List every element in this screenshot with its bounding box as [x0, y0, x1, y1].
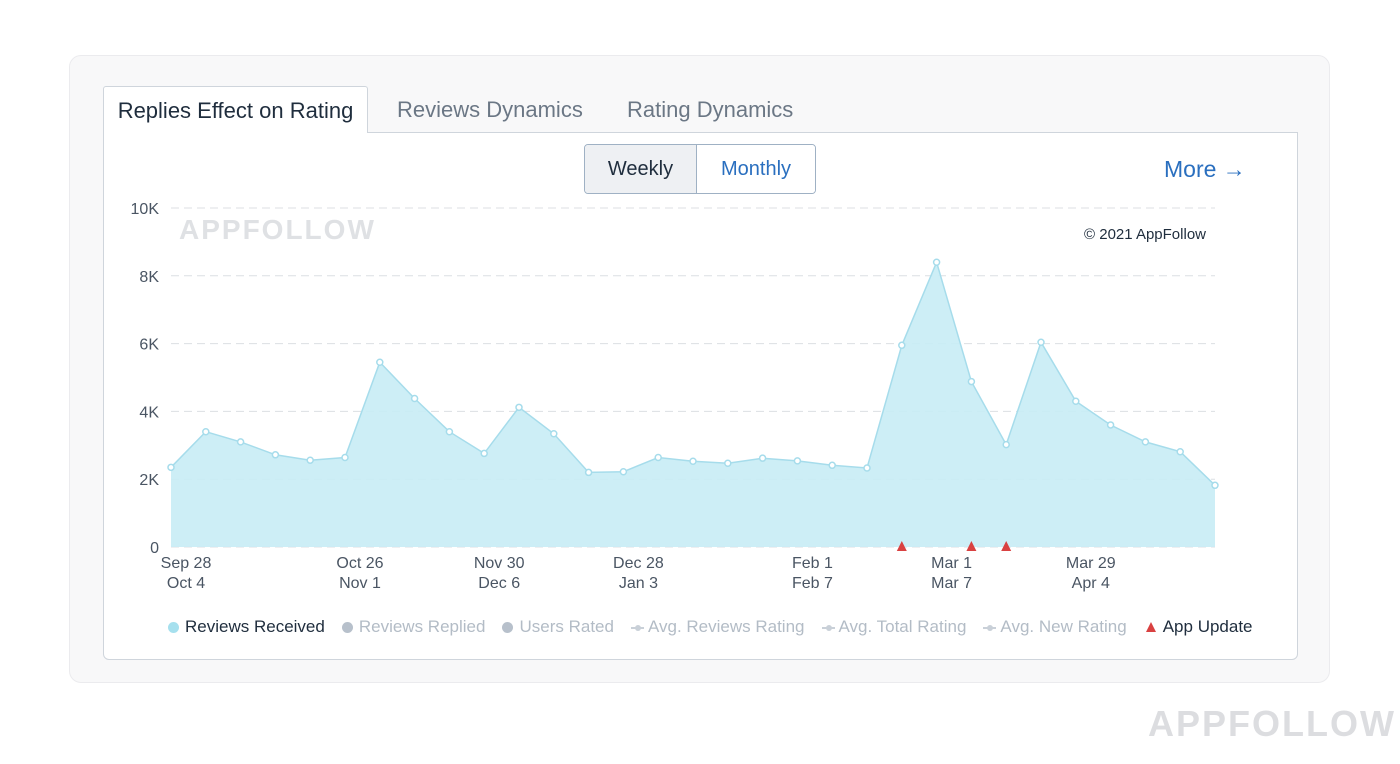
- chart-panel: [103, 132, 1298, 660]
- page-watermark: APPFOLLOW: [1148, 703, 1396, 744]
- legend-label: Avg. Reviews Rating: [647, 617, 805, 636]
- legend-line-icon: [821, 622, 835, 633]
- legend-dot-icon: [502, 621, 514, 633]
- tab-replies-effect-on-rating[interactable]: Replies Effect on Rating: [103, 86, 368, 133]
- legend-item[interactable]: Avg. New Rating: [983, 617, 1127, 637]
- period-toggle: Weekly Monthly: [584, 144, 816, 194]
- legend-item[interactable]: Reviews Received: [168, 617, 325, 637]
- tab-rating-dynamics[interactable]: Rating Dynamics: [627, 97, 794, 122]
- legend-line-icon: [983, 622, 997, 633]
- monthly-button[interactable]: Monthly: [697, 145, 815, 193]
- legend-label: Users Rated: [519, 617, 614, 636]
- legend-triangle-icon: [1145, 622, 1156, 632]
- legend-label: Reviews Received: [185, 617, 325, 636]
- legend-label: App Update: [1162, 617, 1253, 636]
- more-link[interactable]: More →: [1164, 156, 1246, 182]
- weekly-button[interactable]: Weekly: [585, 145, 697, 193]
- legend-label: Avg. Total Rating: [838, 617, 967, 636]
- legend-item[interactable]: Avg. Total Rating: [821, 617, 967, 637]
- legend-item[interactable]: App Update: [1144, 617, 1253, 637]
- legend-item[interactable]: Avg. Reviews Rating: [630, 617, 805, 637]
- legend-line-icon: [630, 622, 644, 633]
- legend-dot-icon: [168, 621, 179, 633]
- tab-reviews-dynamics[interactable]: Reviews Dynamics: [397, 97, 583, 122]
- legend-item[interactable]: Users Rated: [502, 617, 614, 637]
- legend-item[interactable]: Reviews Replied: [341, 617, 486, 637]
- legend-dot-icon: [341, 621, 353, 633]
- legend-label: Reviews Replied: [358, 617, 486, 636]
- chart-legend: Reviews Received Reviews Replied Users Rat…: [168, 614, 1270, 640]
- legend-label: Avg. New Rating: [1000, 617, 1127, 636]
